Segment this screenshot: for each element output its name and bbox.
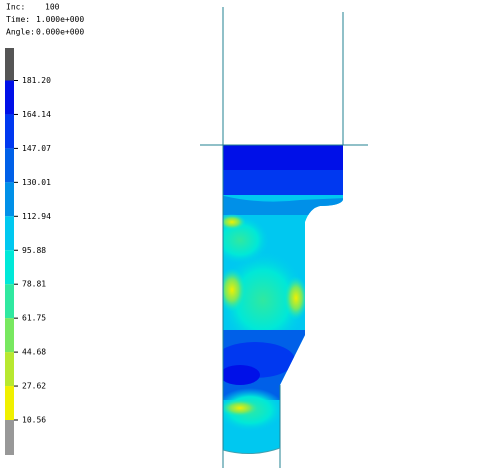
legend-band — [5, 386, 14, 420]
contour-field — [223, 145, 343, 454]
legend-band — [5, 318, 14, 353]
legend-label: 44.68 — [22, 348, 46, 357]
legend-label: 27.62 — [22, 382, 46, 391]
legend-band — [5, 420, 14, 455]
geometry-lines — [200, 7, 368, 468]
legend-band — [5, 148, 14, 183]
legend-band — [5, 182, 14, 217]
legend-label: 78.81 — [22, 280, 46, 289]
legend-label: 130.01 — [22, 178, 51, 187]
legend-band — [5, 284, 14, 319]
legend-label: 164.14 — [22, 110, 51, 119]
legend-band — [5, 48, 14, 81]
legend-label: 112.94 — [22, 212, 51, 221]
header-value: 100 — [45, 3, 60, 12]
legend-label: 10.56 — [22, 416, 46, 425]
legend-label: 61.75 — [22, 314, 46, 323]
legend-band — [5, 114, 14, 149]
legend-label: 181.20 — [22, 76, 51, 85]
header-value: 1.000e+000 — [36, 15, 84, 24]
header-key: Time: — [6, 15, 30, 24]
header-key: Angle: — [6, 28, 35, 37]
legend-band — [5, 216, 14, 251]
legend-label: 95.88 — [22, 246, 46, 255]
header-key: Inc: — [6, 3, 25, 12]
legend-band — [5, 352, 14, 387]
legend-label: 147.07 — [22, 144, 51, 153]
legend-band — [5, 80, 14, 115]
legend-band — [5, 250, 14, 285]
header-value: 0.000e+000 — [36, 28, 84, 37]
